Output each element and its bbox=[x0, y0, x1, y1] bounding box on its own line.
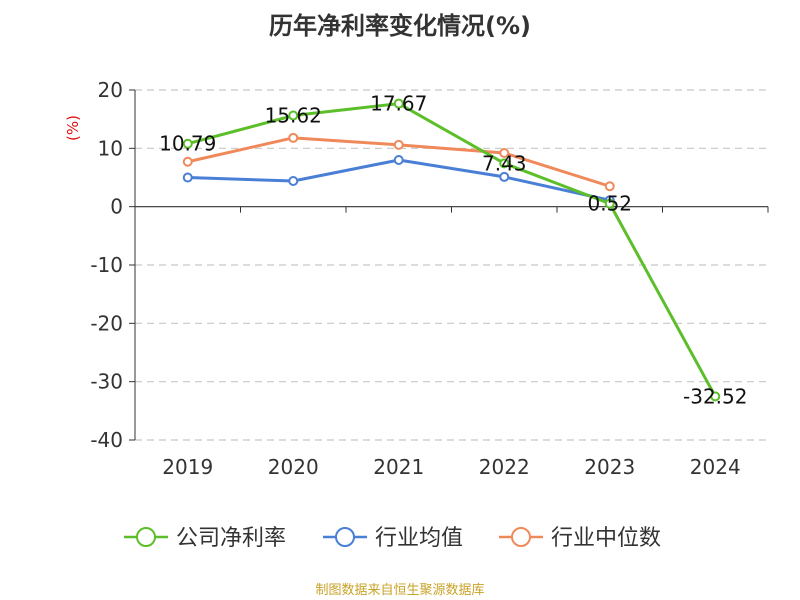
data-point bbox=[393, 155, 404, 165]
data-label: 15.62 bbox=[265, 104, 322, 128]
y-tick-label: -30 bbox=[90, 370, 123, 394]
y-tick-label: -20 bbox=[90, 311, 123, 335]
y-tick-label: -40 bbox=[90, 428, 123, 452]
legend: 公司净利率 行业均值 行业中位数 bbox=[124, 526, 661, 551]
data-point bbox=[393, 98, 404, 109]
data-point bbox=[288, 132, 299, 143]
legend-label: 行业中位数 bbox=[551, 526, 661, 551]
legend-label: 公司净利率 bbox=[176, 526, 286, 551]
data-label-layer: 10.79 15.62 17.67 7.43 0.52 -32.52 bbox=[159, 92, 747, 409]
x-tick-label: 2021 bbox=[373, 455, 424, 479]
data-point bbox=[499, 158, 510, 169]
chart-title: 历年净利率变化情况(%) bbox=[269, 12, 531, 40]
y-tick-label: 10 bbox=[98, 136, 123, 160]
data-point bbox=[393, 139, 404, 150]
data-label: 0.52 bbox=[587, 192, 632, 216]
data-point bbox=[288, 176, 299, 186]
legend-item: 行业均值 bbox=[323, 526, 463, 551]
legend-marker bbox=[335, 527, 355, 547]
legend-item: 公司净利率 bbox=[124, 526, 286, 551]
legend-item: 行业中位数 bbox=[499, 526, 661, 551]
data-point bbox=[182, 172, 193, 183]
legend-marker bbox=[136, 527, 156, 547]
x-tick-label: 2019 bbox=[162, 455, 213, 479]
data-point bbox=[288, 110, 299, 121]
data-label: 7.43 bbox=[482, 151, 527, 175]
data-point bbox=[604, 181, 615, 192]
data-label: 17.67 bbox=[370, 92, 427, 116]
x-tick-label: 2024 bbox=[690, 455, 741, 479]
data-label: -32.52 bbox=[683, 384, 747, 408]
source-note: 制图数据来自恒生聚源数据库 bbox=[315, 583, 485, 598]
data-point bbox=[604, 198, 615, 209]
data-point bbox=[499, 148, 510, 158]
y-axis-label: (%) bbox=[64, 115, 82, 141]
y-tick-label: -10 bbox=[90, 253, 123, 277]
legend-marker bbox=[511, 527, 531, 547]
series-layer bbox=[182, 98, 721, 402]
y-tick-label: 0 bbox=[110, 195, 123, 219]
data-point bbox=[499, 171, 510, 182]
data-label: 10.79 bbox=[159, 132, 216, 156]
grid-layer bbox=[135, 89, 768, 441]
x-tick-label: 2020 bbox=[268, 455, 319, 479]
data-point bbox=[182, 138, 193, 149]
x-tick-label: 2023 bbox=[584, 455, 635, 479]
legend-label: 行业均值 bbox=[375, 526, 463, 551]
x-tick-label: 2022 bbox=[479, 455, 530, 479]
y-tick-label: 20 bbox=[98, 78, 123, 102]
data-point bbox=[182, 156, 193, 167]
data-point bbox=[710, 391, 721, 402]
series-line bbox=[187, 102, 717, 398]
axis-layer: 20 10 0 -10 -20 -30 -40 2019 2020 2021 2022 2023 202… bbox=[64, 78, 769, 479]
